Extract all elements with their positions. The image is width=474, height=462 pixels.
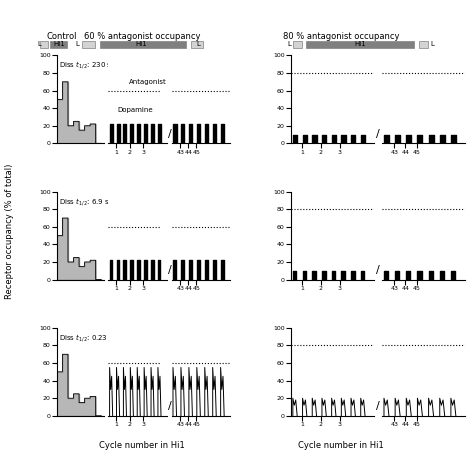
FancyBboxPatch shape [191,41,203,48]
Text: /: / [376,401,380,411]
FancyBboxPatch shape [293,41,302,48]
FancyBboxPatch shape [82,41,95,48]
Text: Receptor occupancy (% of total): Receptor occupancy (% of total) [5,163,14,299]
FancyBboxPatch shape [40,41,48,48]
Text: 60 % antagonist occupancy: 60 % antagonist occupancy [84,32,201,41]
Text: Antagonist: Antagonist [129,79,167,85]
Text: /: / [168,129,172,139]
Text: Hi1: Hi1 [136,42,147,47]
Text: Cycle number in Hi1: Cycle number in Hi1 [100,441,185,450]
Text: L: L [196,42,200,47]
Text: Cycle number in Hi1: Cycle number in Hi1 [299,441,384,450]
Text: Diss $t_{1/2}$: 6.9 s: Diss $t_{1/2}$: 6.9 s [59,196,110,207]
Text: /: / [168,401,172,411]
Text: 80 % antagonist occupancy: 80 % antagonist occupancy [283,32,400,41]
Text: Control: Control [46,32,77,41]
Text: Diss $t_{1/2}$: 230 s: Diss $t_{1/2}$: 230 s [59,60,112,71]
Text: L: L [75,42,79,47]
Text: Dopamine: Dopamine [117,107,153,113]
Text: L: L [288,42,292,47]
Text: L: L [37,42,41,47]
Text: /: / [168,265,172,275]
Text: /: / [376,265,380,275]
Text: L: L [430,42,434,47]
Text: /: / [376,129,380,139]
Text: Diss $t_{1/2}$: 0.23 s: Diss $t_{1/2}$: 0.23 s [59,332,114,344]
Text: Hi1: Hi1 [354,42,366,47]
FancyBboxPatch shape [50,41,67,48]
FancyBboxPatch shape [306,41,414,48]
FancyBboxPatch shape [419,41,428,48]
FancyBboxPatch shape [100,41,186,48]
Text: Hi1: Hi1 [53,42,65,47]
